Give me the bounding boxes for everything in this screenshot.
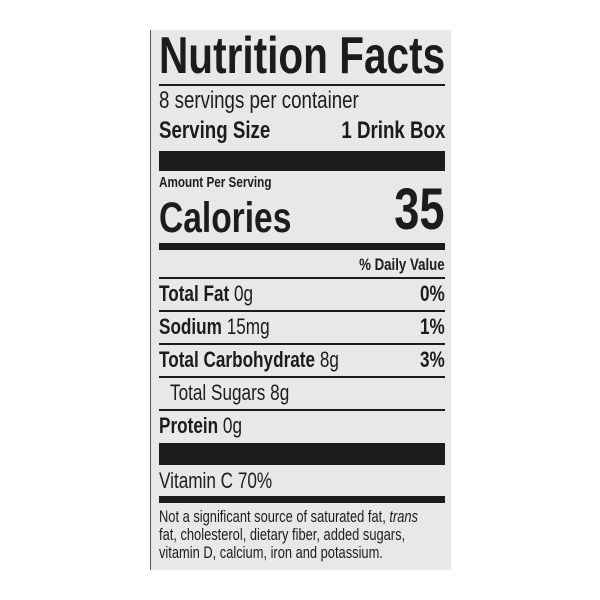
nutrient-name: Total Carbohydrate <box>159 347 316 372</box>
thick-divider <box>159 443 445 465</box>
nutrient-row-sodium: Sodium 15mg <box>159 316 270 338</box>
nutrient-row-total-carbohydrate: Total Carbohydrate 8g <box>159 349 339 371</box>
nutrient-amount: 8g <box>319 347 339 372</box>
nutrition-facts-label: Nutrition Facts 8 servings per container… <box>150 30 451 570</box>
nutrient-name: Total Fat <box>159 281 230 306</box>
divider <box>159 409 445 411</box>
servings-per-container: 8 servings per container <box>159 87 359 114</box>
calories-label: Calories <box>159 194 292 242</box>
footnote-line: fat, cholesterol, dietary fiber, added s… <box>159 526 406 544</box>
nutrient-amount: 0g <box>234 281 254 306</box>
calories-value: 35 <box>394 177 445 242</box>
divider <box>159 277 445 279</box>
nutrient-row-protein: Protein 0g <box>159 415 242 437</box>
footnote: Not a significant source of saturated fa… <box>159 508 418 562</box>
serving-size-value: 1 Drink Box <box>340 117 445 144</box>
divider <box>159 343 445 345</box>
divider <box>159 376 445 378</box>
daily-value-header: % Daily Value <box>359 255 445 274</box>
footnote-italic: trans <box>389 508 418 526</box>
divider <box>159 84 445 86</box>
nutrient-name: Sodium <box>159 314 222 339</box>
footnote-line: vitamin D, calcium, iron and potassium. <box>159 544 383 562</box>
nutrient-amount: 15mg <box>226 314 270 339</box>
footnote-line: Not a significant source of saturated fa… <box>159 508 386 526</box>
nutrient-row-total-sugars: Total Sugars 8g <box>170 380 290 405</box>
nutrient-row-total-fat: Total Fat 0g <box>159 283 253 305</box>
serving-size-label: Serving Size <box>159 117 271 144</box>
nutrient-dv: 3% <box>420 347 445 372</box>
vitamin-c: Vitamin C 70% <box>159 468 273 493</box>
thick-divider <box>159 151 445 171</box>
amount-per-serving: Amount Per Serving <box>159 174 272 191</box>
medium-divider <box>159 243 445 250</box>
medium-divider <box>159 496 445 503</box>
title: Nutrition Facts <box>159 27 446 85</box>
nutrient-amount: 0g <box>222 413 242 438</box>
nutrient-dv: 0% <box>420 281 445 306</box>
nutrient-name: Protein <box>159 413 219 438</box>
divider <box>159 310 445 312</box>
nutrient-dv: 1% <box>420 314 445 339</box>
